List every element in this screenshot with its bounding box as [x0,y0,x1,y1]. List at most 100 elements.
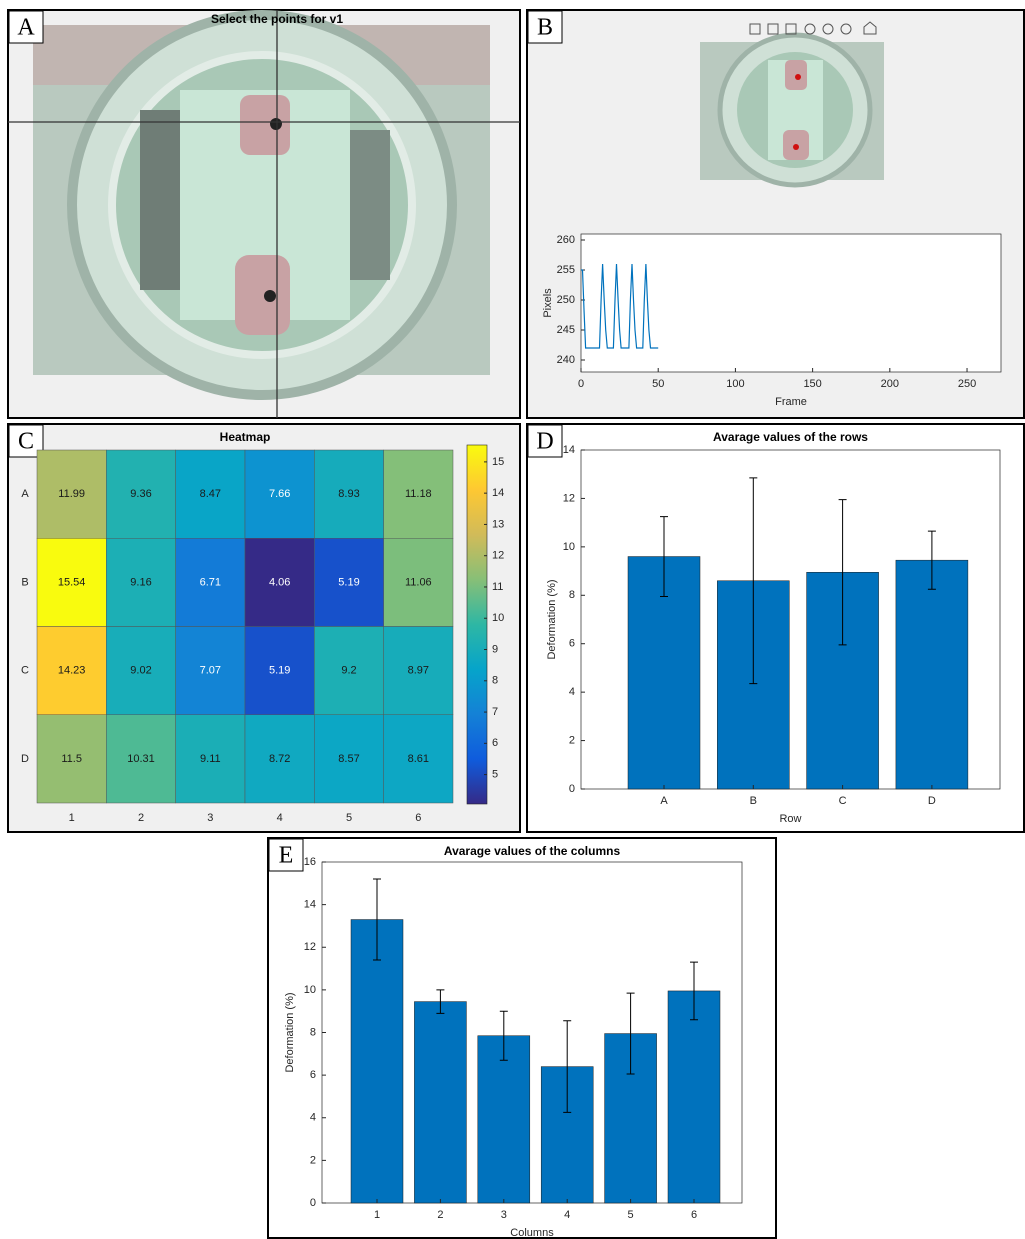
chart-title: Avarage values of the columns [444,844,621,858]
x-tick-label: 1 [374,1209,380,1221]
x-axis-label: Frame [775,396,807,408]
y-axis-label: Pixels [542,288,554,318]
y-tick-label: 0 [569,783,575,795]
cell-label: 11.06 [405,576,432,588]
colorbar-tick-label: 5 [492,769,498,781]
y-tick-label: 6 [310,1069,316,1081]
cell-label: 6.71 [200,576,221,588]
page: Select the points for v1 A B C D E 24024… [0,0,1025,1239]
y-tick-label: 4 [569,686,575,698]
cell-label: 8.93 [338,488,359,500]
y-axis-label: Deformation (%) [546,579,558,659]
cell-label: 8.47 [200,488,221,500]
y-tick-label: 240 [557,354,575,366]
cell-label: 5.19 [269,665,290,677]
y-tick-label: 2 [569,734,575,746]
cell-label: 7.07 [200,665,221,677]
y-tick-label: 260 [557,234,575,246]
x-tick-label: 2 [437,1209,443,1221]
cell-label: 14.23 [58,665,86,677]
colorbar-tick-label: 14 [492,487,504,499]
colorbar-tick-label: 10 [492,612,504,624]
y-tick-label: 8 [310,1026,316,1038]
y-axis-label: Deformation (%) [284,992,296,1072]
photo [33,15,490,395]
x-tick-label: C [839,795,847,807]
y-tick-label: 14 [304,899,316,911]
y-tick-label: 14 [563,444,575,456]
column-label: 4 [277,812,283,824]
y-tick-label: 12 [563,492,575,504]
cell-label: 8.97 [408,665,429,677]
cell-label: 9.11 [200,753,221,765]
x-tick-label: 4 [564,1209,570,1221]
cell-label: 9.02 [130,665,151,677]
cell-label: 10.31 [127,753,155,765]
y-tick-label: 10 [563,541,575,553]
figure: Select the points for v1 A B C D E 24024… [0,0,1025,1239]
cell-label: 8.72 [269,753,290,765]
y-tick-label: 16 [304,856,316,868]
cell-label: 11.5 [61,753,82,765]
cell-label: 9.2 [341,665,356,677]
x-tick-label: 6 [691,1209,697,1221]
bar [896,560,968,789]
row-label: D [21,753,29,765]
x-tick-label: D [928,795,936,807]
panel-label: E [279,843,294,869]
y-tick-label: 6 [569,638,575,650]
x-tick-label: 250 [958,378,976,390]
x-tick-label: B [750,795,757,807]
colorbar [467,445,487,804]
bar [478,1036,530,1203]
row-label: B [21,576,28,588]
column-label: 6 [415,812,421,824]
colorbar-tick-label: 8 [492,675,498,687]
x-tick-label: 150 [803,378,821,390]
y-tick-label: 0 [310,1197,316,1209]
y-tick-label: 4 [310,1112,316,1124]
x-axis-label: Columns [510,1227,554,1239]
bar [668,991,720,1203]
column-label: 2 [138,812,144,824]
photo-title: Select the points for v1 [211,12,343,26]
row-label: C [21,665,29,677]
cell-label: 9.36 [130,488,151,500]
panel-label: D [536,429,553,455]
x-tick-label: 3 [501,1209,507,1221]
panel-label: B [537,15,553,41]
y-tick-label: 2 [310,1154,316,1166]
cell-label: 8.57 [338,753,359,765]
column-label: 3 [207,812,213,824]
panel-label: C [18,429,34,455]
colorbar-tick-label: 6 [492,737,498,749]
column-label: 1 [69,812,75,824]
colorbar-tick-label: 15 [492,456,504,468]
cell-label: 5.19 [338,576,359,588]
chart-title: Avarage values of the rows [713,430,868,444]
y-tick-label: 10 [304,984,316,996]
photo-thumbnail [700,35,884,185]
colorbar-tick-label: 12 [492,550,504,562]
column-label: 5 [346,812,352,824]
x-tick-label: A [660,795,668,807]
cell-label: 11.99 [58,488,85,500]
bar [414,1002,466,1203]
x-tick-label: 100 [726,378,744,390]
cell-label: 15.54 [58,576,86,588]
cell-label: 7.66 [269,488,290,500]
y-tick-label: 12 [304,941,316,953]
x-tick-label: 50 [652,378,664,390]
chart-title: Heatmap [220,430,271,444]
cell-label: 11.18 [405,488,432,500]
y-tick-label: 8 [569,589,575,601]
cell-label: 9.16 [130,576,151,588]
colorbar-tick-label: 9 [492,643,498,655]
x-tick-label: 0 [578,378,584,390]
x-axis-label: Row [779,813,801,825]
bar [351,920,403,1203]
cell-label: 8.61 [408,753,429,765]
y-tick-label: 255 [557,264,575,276]
x-tick-label: 200 [881,378,899,390]
colorbar-tick-label: 13 [492,518,504,530]
